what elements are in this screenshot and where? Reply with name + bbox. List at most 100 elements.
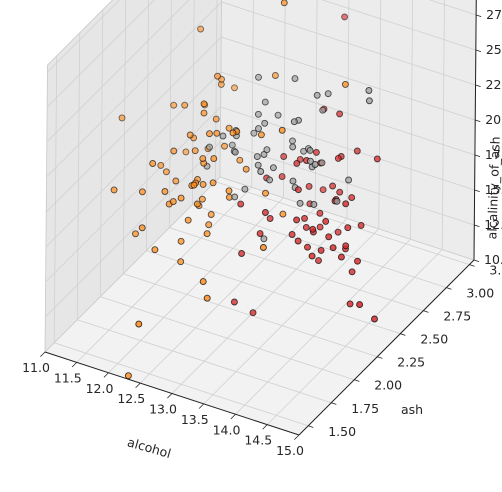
data-point-series-2 <box>157 161 165 169</box>
data-point-series-2 <box>199 155 207 163</box>
data-point-series-2 <box>214 72 221 80</box>
data-point-series-1 <box>228 141 236 149</box>
data-point-series-2 <box>203 230 211 238</box>
data-point-series-2 <box>210 155 218 163</box>
z-axis-line <box>473 0 477 261</box>
data-point-series-0 <box>346 300 354 308</box>
data-point-series-2 <box>177 258 185 266</box>
z-tick-label: 25.0 <box>486 42 502 57</box>
grid-line-z <box>45 106 475 283</box>
z-tick-mark <box>476 14 482 18</box>
data-point-series-1 <box>365 97 373 105</box>
data-point-series-2 <box>225 187 233 195</box>
x-tick-mark <box>294 434 300 440</box>
data-point-series-2 <box>172 177 180 185</box>
data-point-series-2 <box>231 84 238 92</box>
data-point-series-1 <box>250 129 258 137</box>
data-point-series-2 <box>190 181 198 189</box>
z-tick-label: 17.5 <box>485 147 502 162</box>
x-tick-label: 11.0 <box>22 360 50 375</box>
data-point-series-2 <box>199 278 207 286</box>
x-tick-mark <box>198 403 205 409</box>
data-point-series-2 <box>138 224 146 232</box>
data-point-series-1 <box>311 161 319 168</box>
y-tick-label: 2.50 <box>420 332 448 347</box>
x-tick-mark <box>135 382 141 389</box>
data-point-series-2 <box>206 130 213 138</box>
y-tick-label: 1.75 <box>351 401 379 416</box>
data-point-series-1 <box>345 176 353 184</box>
data-point-series-2 <box>162 168 170 176</box>
data-point-series-1 <box>289 143 297 151</box>
data-point-series-0 <box>319 186 327 194</box>
data-point-series-1 <box>291 75 299 83</box>
data-point-series-0 <box>348 268 356 276</box>
data-point-series-1 <box>310 200 318 208</box>
data-point-series-0 <box>354 257 361 265</box>
grid-line-z <box>45 141 475 318</box>
data-point-series-1 <box>257 168 265 175</box>
data-point-series-1 <box>306 157 314 165</box>
data-point-series-2 <box>236 156 244 164</box>
data-point-series-2 <box>242 165 250 173</box>
data-point-series-0 <box>344 224 352 232</box>
data-point-series-0 <box>237 200 245 208</box>
data-point-series-0 <box>334 154 342 162</box>
data-point-series-2 <box>259 244 267 251</box>
z-tick-label: 12.5 <box>484 217 502 232</box>
z-tick-label: 10.0 <box>484 252 502 267</box>
data-point-series-0 <box>371 315 378 323</box>
pane-edge <box>44 64 48 353</box>
data-points <box>110 0 381 380</box>
data-point-series-2 <box>209 179 217 187</box>
x-tick-mark <box>40 351 46 357</box>
data-point-series-0 <box>336 110 344 118</box>
pane-edge <box>47 0 114 66</box>
y-tick-mark <box>400 333 406 336</box>
data-point-series-2 <box>280 0 288 7</box>
data-point-series-1 <box>253 153 261 161</box>
z-tick-mark <box>474 189 480 193</box>
data-point-series-0 <box>357 221 365 229</box>
data-point-series-0 <box>238 250 246 257</box>
data-point-series-0 <box>261 209 269 216</box>
grid-line-z <box>45 71 476 248</box>
data-point-series-0 <box>341 13 349 21</box>
data-point-series-0 <box>337 253 345 261</box>
data-point-series-0 <box>280 153 288 160</box>
data-point-series-1 <box>206 143 213 151</box>
data-point-series-1 <box>365 87 373 94</box>
data-point-series-1 <box>289 177 297 185</box>
data-point-series-0 <box>373 155 381 163</box>
data-point-series-0 <box>249 309 257 317</box>
data-point-series-0 <box>316 209 324 217</box>
y-axis-label: ash <box>401 402 423 417</box>
x-tick-label: 13.0 <box>149 402 177 417</box>
data-point-series-0 <box>301 214 308 222</box>
data-point-series-0 <box>329 244 337 252</box>
x-tick-mark <box>262 424 268 430</box>
data-point-series-0 <box>288 231 296 238</box>
data-point-series-2 <box>225 124 233 132</box>
grid-line-z <box>45 36 476 213</box>
data-point-series-2 <box>135 320 143 328</box>
data-point-series-0 <box>322 217 330 225</box>
data-point-series-2 <box>207 211 215 218</box>
data-point-series-0 <box>230 298 238 306</box>
data-point-series-2 <box>170 147 178 155</box>
z-tick-mark <box>473 259 480 263</box>
data-point-series-2 <box>198 195 206 203</box>
z-tick-label: 15.0 <box>485 182 502 197</box>
data-point-series-0 <box>356 301 364 309</box>
z-tick-mark <box>475 49 482 53</box>
data-point-series-2 <box>279 210 287 218</box>
data-point-series-2 <box>186 131 194 139</box>
data-point-series-2 <box>229 129 237 137</box>
data-point-series-0 <box>348 194 356 202</box>
grid-lines <box>44 0 477 436</box>
data-point-series-1 <box>290 118 298 126</box>
data-point-series-0 <box>256 230 264 238</box>
y-tick-mark <box>469 264 475 267</box>
y-tick-label: 3.00 <box>466 286 494 301</box>
data-point-series-0 <box>294 186 302 194</box>
